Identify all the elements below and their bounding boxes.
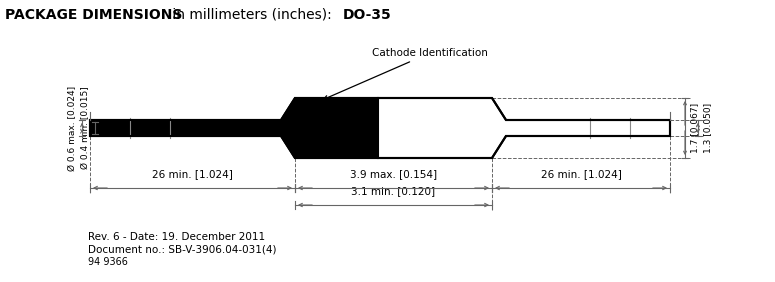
Polygon shape <box>90 98 377 158</box>
Text: 94 9366: 94 9366 <box>88 257 128 267</box>
Text: PACKAGE DIMENSIONS: PACKAGE DIMENSIONS <box>5 8 182 22</box>
Text: Rev. 6 - Date: 19. December 2011: Rev. 6 - Date: 19. December 2011 <box>88 232 265 242</box>
Text: 3.1 min. [0.120]: 3.1 min. [0.120] <box>351 186 436 196</box>
Text: in millimeters (inches):: in millimeters (inches): <box>168 8 336 22</box>
Text: 1.7 [0.067]: 1.7 [0.067] <box>690 103 699 153</box>
Text: 1.3 [0.050]: 1.3 [0.050] <box>703 103 712 153</box>
Polygon shape <box>90 98 670 158</box>
Text: 26 min. [1.024]: 26 min. [1.024] <box>152 169 233 179</box>
Text: Cathode Identification: Cathode Identification <box>324 48 488 100</box>
Text: 26 min. [1.024]: 26 min. [1.024] <box>541 169 622 179</box>
Text: Ø 0.4 min. [0.015]: Ø 0.4 min. [0.015] <box>81 87 90 169</box>
Text: 3.9 max. [0.154]: 3.9 max. [0.154] <box>350 169 437 179</box>
Text: DO-35: DO-35 <box>343 8 391 22</box>
Text: Ø 0.6 max. [0.024]: Ø 0.6 max. [0.024] <box>68 85 77 171</box>
Text: Document no.: SB-V-3906.04-031(4): Document no.: SB-V-3906.04-031(4) <box>88 244 277 254</box>
